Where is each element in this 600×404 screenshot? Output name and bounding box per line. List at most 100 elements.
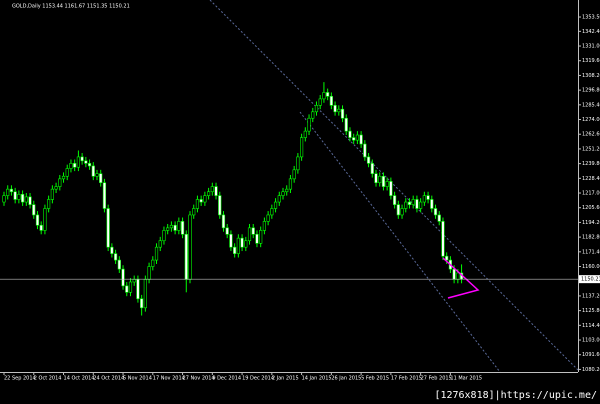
- candle-body: [262, 221, 267, 231]
- x-tick-label: 5 Feb 2015: [361, 376, 389, 382]
- candle-body: [13, 191, 17, 200]
- candle-body: [147, 266, 151, 280]
- y-tick-label: 1319.60: [582, 58, 600, 64]
- y-tick-label: 1182.80: [582, 235, 600, 241]
- candle-body: [50, 188, 54, 200]
- candle-body: [218, 195, 222, 216]
- candle-body: [169, 224, 174, 229]
- candle-body: [132, 279, 136, 283]
- candle-body: [281, 191, 285, 196]
- candle-body: [255, 233, 259, 244]
- y-tick-label: 1262.60: [582, 132, 600, 138]
- channel-upper: [209, 0, 579, 371]
- x-tick-label: 11 Mar 2015: [450, 376, 482, 382]
- x-tick-label: 22 Sep 2014: [4, 376, 36, 382]
- price-label: 1150.21: [581, 277, 600, 283]
- candle-body: [411, 199, 415, 205]
- candle-body: [359, 134, 363, 145]
- candle-body: [184, 233, 188, 280]
- x-tick-label: 5 Nov 2014: [123, 376, 152, 382]
- candle-body: [43, 208, 47, 231]
- x-tick-label: 26 Jan 2015: [331, 376, 361, 382]
- candle-body: [400, 208, 404, 216]
- triangle-annotation: [442, 257, 480, 299]
- candle-body: [340, 108, 345, 119]
- candle-body: [180, 221, 185, 235]
- candle-body: [195, 199, 200, 209]
- candle-body: [95, 173, 99, 177]
- x-tick-label: 9 Dec 2014: [212, 376, 241, 382]
- y-tick-label: 1205.60: [582, 205, 600, 211]
- candle-body: [87, 163, 92, 167]
- candle-body: [20, 194, 25, 203]
- candle-body: [143, 279, 147, 309]
- candle-body: [273, 201, 278, 209]
- candle-body: [236, 237, 240, 254]
- candle-body: [128, 281, 133, 293]
- candle-body: [270, 208, 274, 216]
- candle-body: [314, 105, 319, 113]
- candle-body: [333, 105, 337, 113]
- candle-body: [114, 253, 118, 261]
- candle-body: [407, 201, 412, 205]
- candle-body: [47, 199, 51, 209]
- candle-body: [199, 199, 203, 203]
- candle-body: [17, 194, 21, 200]
- candle-body: [99, 173, 103, 184]
- candle-body: [355, 134, 360, 141]
- candle-body: [422, 195, 426, 203]
- x-tick-label: 17 Nov 2014: [153, 376, 185, 382]
- candle-body: [277, 195, 281, 203]
- candle-body: [177, 221, 181, 231]
- candle-body: [415, 199, 419, 209]
- y-tick-label: 1285.40: [582, 102, 600, 108]
- candle-body: [151, 259, 155, 267]
- candle-body: [285, 188, 289, 193]
- candle-body: [404, 201, 408, 209]
- candle-body: [225, 227, 229, 235]
- candle-body: [6, 188, 10, 196]
- candle-body: [221, 214, 226, 229]
- y-tick-label: 1274.00: [582, 117, 600, 123]
- candle-body: [445, 255, 449, 261]
- candle-body: [214, 186, 218, 196]
- candle-body: [233, 246, 237, 254]
- y-tick-label: 1091.60: [582, 352, 600, 358]
- candle-body: [456, 272, 460, 280]
- x-tick-label: 2 Jan 2015: [272, 376, 299, 382]
- candle-body: [173, 224, 177, 231]
- candle-body: [76, 156, 80, 168]
- candle-body: [35, 214, 40, 226]
- candle-body: [39, 224, 43, 231]
- candle-body: [374, 173, 378, 184]
- price-label-bg: [579, 275, 600, 284]
- candle-body: [430, 199, 434, 209]
- y-tick-label: 1251.20: [582, 146, 600, 152]
- y-tick-label: 1239.80: [582, 161, 600, 167]
- candle-body: [158, 240, 162, 248]
- candle-body: [9, 188, 14, 193]
- y-tick-label: 1353.50: [582, 15, 600, 21]
- candle-body: [396, 204, 400, 216]
- x-tick-label: 14 Oct 2014: [64, 376, 95, 382]
- y-tick-label: 1080.20: [582, 367, 600, 373]
- candle-body: [192, 208, 196, 216]
- watermark: [1276x818]|https://upic.me/: [434, 390, 597, 401]
- candle-body: [389, 181, 393, 196]
- y-tick-label: 1114.40: [582, 323, 600, 329]
- candle-body: [426, 195, 430, 200]
- y-tick-label: 1342.40: [582, 29, 600, 35]
- candle-body: [437, 214, 441, 222]
- candle-body: [207, 191, 211, 196]
- candle-body: [24, 196, 28, 203]
- y-tick-label: 1171.40: [582, 249, 600, 255]
- candle-body: [392, 195, 397, 205]
- candle-body: [370, 163, 374, 174]
- candle-body: [154, 246, 159, 261]
- candle-body: [54, 186, 58, 190]
- candle-body: [2, 195, 6, 203]
- candle-body: [266, 214, 270, 222]
- candle-body: [162, 230, 166, 242]
- candle-body: [84, 160, 88, 164]
